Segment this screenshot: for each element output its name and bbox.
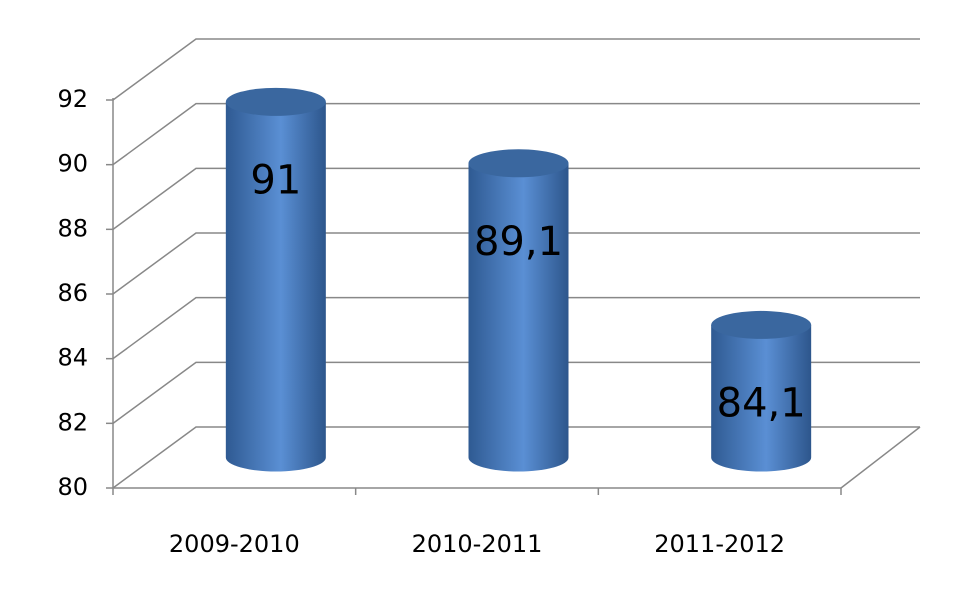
grid-line [112,426,920,489]
floor-edge [840,426,921,489]
grid-line [112,296,920,360]
grid-line [112,102,920,166]
bar [225,101,326,472]
grid-line [112,38,920,101]
x-tick-label: 2011-2012 [654,530,785,558]
value-label: 84,1 [717,380,806,426]
y-tick-label: 90 [57,150,88,178]
y-tick-label: 92 [57,85,88,113]
value-label: 89,1 [474,219,563,265]
bar [468,163,569,472]
x-tick-label: 2009-2010 [169,530,300,558]
grid-line [112,361,920,424]
y-tick-label: 86 [57,279,88,307]
grid-line [112,232,920,295]
grid-line [112,167,920,230]
bar-top [711,310,812,339]
x-tick-label: 2010-2011 [412,530,543,558]
bar [711,324,812,472]
bar-top [468,149,569,178]
y-tick-label: 88 [57,214,88,242]
bar-top [225,87,326,116]
y-tick-label: 80 [57,473,88,501]
value-label: 91 [250,157,301,203]
y-tick-label: 84 [57,344,88,372]
y-tick-label: 82 [57,408,88,436]
